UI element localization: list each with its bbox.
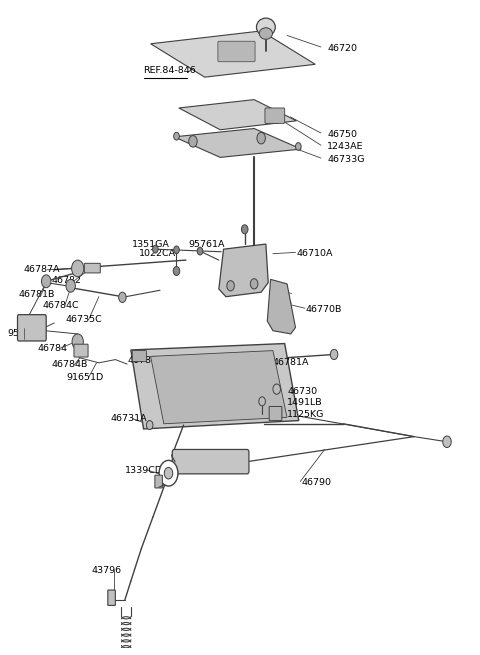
Text: 46787A: 46787A — [24, 265, 60, 274]
Text: 1243AE: 1243AE — [327, 142, 363, 151]
Circle shape — [66, 279, 75, 292]
Circle shape — [119, 292, 126, 303]
Circle shape — [251, 279, 258, 289]
Circle shape — [174, 246, 180, 253]
FancyBboxPatch shape — [155, 475, 162, 488]
Circle shape — [72, 260, 84, 277]
Text: 1339CD: 1339CD — [125, 466, 163, 474]
Text: 46781B: 46781B — [19, 290, 55, 299]
FancyBboxPatch shape — [84, 263, 100, 273]
FancyBboxPatch shape — [172, 449, 249, 474]
FancyBboxPatch shape — [269, 407, 282, 421]
Text: 46784C: 46784C — [42, 301, 79, 310]
Circle shape — [41, 275, 51, 288]
Polygon shape — [174, 128, 301, 157]
Circle shape — [241, 225, 248, 234]
Circle shape — [270, 408, 276, 416]
Polygon shape — [179, 100, 297, 130]
Text: 46782: 46782 — [52, 276, 82, 285]
Text: 46787B: 46787B — [127, 356, 164, 365]
Text: 1022CA: 1022CA — [139, 249, 176, 258]
Text: 1125KG: 1125KG — [287, 410, 324, 419]
Text: 1491LB: 1491LB — [287, 398, 323, 407]
Polygon shape — [267, 279, 296, 334]
Circle shape — [197, 247, 203, 255]
Text: 46781A: 46781A — [273, 358, 310, 367]
FancyBboxPatch shape — [218, 41, 255, 62]
Text: 46790: 46790 — [301, 478, 331, 487]
Circle shape — [189, 136, 197, 147]
Circle shape — [330, 349, 338, 360]
Circle shape — [259, 397, 265, 406]
Circle shape — [174, 132, 180, 140]
Circle shape — [443, 436, 451, 447]
Circle shape — [153, 246, 158, 253]
Text: 46720: 46720 — [327, 44, 357, 53]
Text: 46750: 46750 — [327, 130, 357, 140]
FancyBboxPatch shape — [132, 350, 146, 362]
Circle shape — [257, 132, 265, 144]
FancyBboxPatch shape — [265, 108, 285, 123]
Text: 46733G: 46733G — [327, 155, 364, 164]
Text: 46784: 46784 — [38, 343, 68, 352]
Polygon shape — [151, 31, 315, 77]
Polygon shape — [151, 350, 287, 424]
Circle shape — [164, 468, 173, 479]
Text: 46735C: 46735C — [66, 315, 103, 324]
FancyBboxPatch shape — [17, 314, 46, 341]
Polygon shape — [131, 343, 299, 429]
Ellipse shape — [256, 18, 276, 36]
Text: 46731A: 46731A — [110, 414, 147, 423]
Text: 46710A: 46710A — [297, 249, 333, 258]
Text: 43796: 43796 — [92, 566, 122, 574]
Text: REF.84-846: REF.84-846 — [144, 66, 196, 75]
Circle shape — [72, 334, 84, 349]
FancyBboxPatch shape — [108, 590, 115, 605]
Circle shape — [296, 143, 301, 151]
Text: 46784B: 46784B — [52, 360, 88, 369]
Polygon shape — [219, 244, 268, 297]
Text: 95840: 95840 — [7, 329, 37, 339]
Text: 46770B: 46770B — [306, 305, 342, 314]
Circle shape — [273, 384, 280, 394]
Text: 1351GA: 1351GA — [132, 240, 170, 248]
Text: 91651D: 91651D — [66, 373, 103, 382]
Text: 46730: 46730 — [287, 387, 317, 396]
FancyBboxPatch shape — [74, 344, 88, 357]
Circle shape — [173, 267, 180, 276]
Circle shape — [146, 421, 153, 430]
Text: 95761A: 95761A — [188, 240, 225, 248]
Circle shape — [227, 280, 234, 291]
Circle shape — [159, 460, 178, 486]
Ellipse shape — [259, 28, 273, 39]
